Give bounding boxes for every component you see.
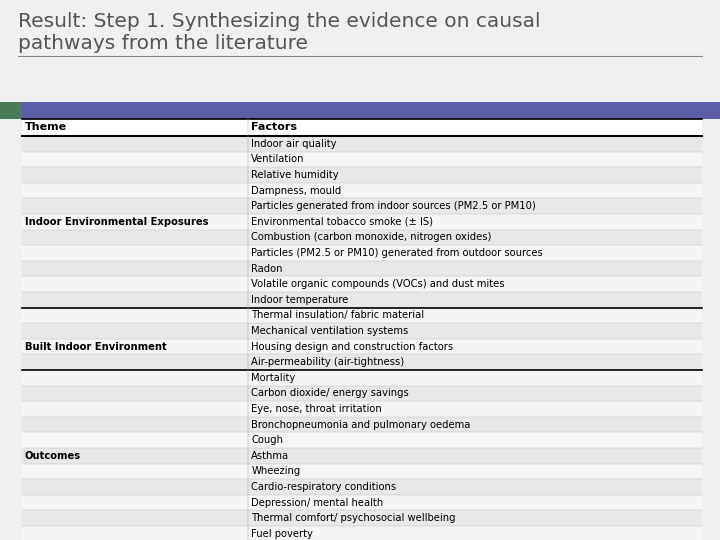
Bar: [22, 183, 702, 198]
Bar: [22, 214, 702, 230]
Bar: [22, 323, 702, 339]
Text: Dampness, mould: Dampness, mould: [251, 186, 342, 195]
Bar: [22, 370, 702, 386]
Bar: [22, 448, 702, 464]
Text: Cough: Cough: [251, 435, 284, 445]
Bar: [22, 386, 702, 401]
Bar: [22, 417, 702, 433]
Text: Factors: Factors: [251, 123, 297, 132]
Bar: [22, 479, 702, 495]
Text: Theme: Theme: [24, 123, 67, 132]
Bar: [22, 152, 702, 167]
Bar: [22, 292, 702, 308]
Text: Thermal insulation/ fabric material: Thermal insulation/ fabric material: [251, 310, 425, 320]
Bar: [22, 354, 702, 370]
Text: Particles (PM2.5 or PM10) generated from outdoor sources: Particles (PM2.5 or PM10) generated from…: [251, 248, 543, 258]
Text: Fuel poverty: Fuel poverty: [251, 529, 313, 539]
Bar: [22, 119, 702, 136]
Bar: [22, 308, 702, 323]
Bar: [22, 464, 702, 479]
Text: Indoor Environmental Exposures: Indoor Environmental Exposures: [24, 217, 208, 227]
Bar: [22, 261, 702, 276]
Text: Outcomes: Outcomes: [24, 451, 81, 461]
Text: Indoor temperature: Indoor temperature: [251, 295, 348, 305]
Text: Mechanical ventilation systems: Mechanical ventilation systems: [251, 326, 409, 336]
Bar: [22, 276, 702, 292]
Text: Combustion (carbon monoxide, nitrogen oxides): Combustion (carbon monoxide, nitrogen ox…: [251, 232, 492, 242]
Text: Wheezing: Wheezing: [251, 467, 301, 476]
Text: Result: Step 1. Synthesizing the evidence on causal: Result: Step 1. Synthesizing the evidenc…: [18, 12, 541, 31]
Bar: [22, 230, 702, 245]
Text: Built Indoor Environment: Built Indoor Environment: [24, 342, 166, 352]
Text: Eye, nose, throat irritation: Eye, nose, throat irritation: [251, 404, 382, 414]
Bar: [22, 198, 702, 214]
Bar: [22, 495, 702, 510]
Text: Air-permeability (air-tightness): Air-permeability (air-tightness): [251, 357, 405, 367]
Text: Volatile organic compounds (VOCs) and dust mites: Volatile organic compounds (VOCs) and du…: [251, 279, 505, 289]
Text: pathways from the literature: pathways from the literature: [18, 34, 308, 53]
Bar: [22, 510, 702, 526]
Bar: [22, 136, 702, 152]
Text: Indoor air quality: Indoor air quality: [251, 139, 337, 149]
Text: Carbon dioxide/ energy savings: Carbon dioxide/ energy savings: [251, 388, 409, 399]
Text: Depression/ mental health: Depression/ mental health: [251, 497, 384, 508]
Text: Radon: Radon: [251, 264, 283, 274]
Text: Asthma: Asthma: [251, 451, 289, 461]
Bar: [22, 526, 702, 540]
Bar: [22, 245, 702, 261]
Text: Bronchopneumonia and pulmonary oedema: Bronchopneumonia and pulmonary oedema: [251, 420, 471, 430]
Bar: [0, 102, 22, 119]
Text: Environmental tobacco smoke (± IS): Environmental tobacco smoke (± IS): [251, 217, 433, 227]
Text: Mortality: Mortality: [251, 373, 296, 383]
Bar: [22, 401, 702, 417]
Bar: [22, 102, 720, 119]
Text: Housing design and construction factors: Housing design and construction factors: [251, 342, 454, 352]
Text: Cardio-respiratory conditions: Cardio-respiratory conditions: [251, 482, 397, 492]
Text: Thermal comfort/ psychosocial wellbeing: Thermal comfort/ psychosocial wellbeing: [251, 513, 456, 523]
Bar: [22, 433, 702, 448]
Text: Relative humidity: Relative humidity: [251, 170, 339, 180]
Text: Ventilation: Ventilation: [251, 154, 305, 164]
Bar: [22, 339, 702, 354]
Bar: [22, 167, 702, 183]
Text: Particles generated from indoor sources (PM2.5 or PM10): Particles generated from indoor sources …: [251, 201, 536, 211]
